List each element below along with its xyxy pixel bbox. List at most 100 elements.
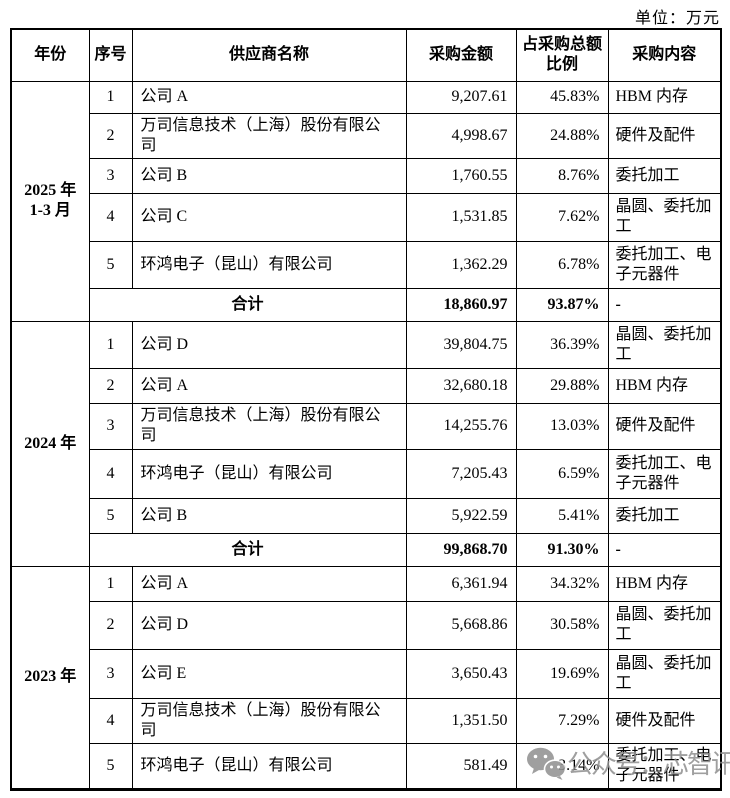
supplier-name: 万司信息技术（上海）股份有限公司	[131, 112, 407, 159]
purchase-content: HBM 内存	[607, 80, 722, 114]
row-no: 4	[88, 192, 133, 242]
purchase-amount: 5,922.59	[405, 497, 517, 534]
purchase-amount: 3,650.43	[405, 648, 517, 699]
purchase-amount: 14,255.76	[405, 402, 517, 450]
table-row: 5 环鸿电子（昆山）有限公司 581.49 3.14% 委托加工、电子元器件	[11, 742, 722, 790]
supplier-name: 公司 C	[131, 192, 407, 242]
purchase-content: 委托加工、电子元器件	[607, 448, 722, 499]
year-line: 2023 年	[24, 668, 77, 685]
year-line: 2024 年	[24, 434, 77, 452]
purchase-amount: 7,205.43	[405, 448, 517, 499]
row-no: 5	[88, 497, 133, 534]
purchase-ratio: 7.62%	[515, 192, 609, 242]
purchase-amount: 4,998.67	[405, 112, 517, 159]
row-no: 1	[88, 565, 133, 602]
purchase-ratio: 8.76%	[515, 157, 609, 194]
row-no: 2	[88, 367, 133, 404]
total-amount: 18,860.97	[405, 287, 517, 322]
purchase-amount: 581.49	[405, 742, 517, 790]
purchase-amount: 32,680.18	[405, 367, 517, 404]
supplier-name: 环鸿电子（昆山）有限公司	[131, 448, 407, 499]
year-cell: 2024 年	[10, 320, 90, 567]
supplier-name: 公司 D	[131, 320, 407, 369]
header-cell-4: 占采购总额比例	[515, 28, 609, 82]
header-cell-1: 序号	[88, 28, 133, 82]
row-no: 2	[88, 600, 133, 650]
supplier-name: 环鸿电子（昆山）有限公司	[131, 240, 407, 289]
header-cell-5: 采购内容	[607, 28, 722, 82]
purchase-ratio: 5.41%	[515, 497, 609, 534]
supplier-name: 公司 D	[131, 600, 407, 650]
total-row: 合计 99,868.70 91.30% -	[11, 532, 722, 567]
header-cell-2: 供应商名称	[131, 28, 407, 82]
table-row: 4 环鸿电子（昆山）有限公司 7,205.43 6.59% 委托加工、电子元器件	[11, 448, 722, 499]
total-label: 合计	[88, 287, 407, 322]
purchase-ratio: 13.03%	[515, 402, 609, 450]
purchase-content: HBM 内存	[607, 565, 722, 602]
purchase-ratio: 24.88%	[515, 112, 609, 159]
table-row: 3 公司 B 1,760.55 8.76% 委托加工	[11, 157, 722, 194]
total-amount: 99,868.70	[405, 532, 517, 567]
table-row: 4 万司信息技术（上海）股份有限公司 1,351.50 7.29% 硬件及配件	[11, 697, 722, 744]
purchase-ratio: 19.69%	[515, 648, 609, 699]
row-no: 5	[88, 240, 133, 289]
table-body: 2025 年 1-3 月 1 公司 A 9,207.61 45.83% HBM 内存 2 万司信…	[10, 80, 722, 790]
supplier-name: 公司 A	[131, 565, 407, 602]
purchase-amount: 1,531.85	[405, 192, 517, 242]
table-header: 年份 序号 供应商名称 采购金额 占采购总额比例 采购内容	[10, 28, 722, 82]
purchase-content: 委托加工	[607, 157, 722, 194]
purchase-content: 委托加工	[607, 497, 722, 534]
purchase-ratio: 7.29%	[515, 697, 609, 744]
suppliers-table: 年份 序号 供应商名称 采购金额 占采购总额比例 采购内容 2025 年 1-3 月 1 公司 …	[10, 28, 722, 791]
table-row: 3 公司 E 3,650.43 19.69% 晶圆、委托加工	[11, 648, 722, 699]
total-row: 合计 18,860.97 93.87% -	[11, 287, 722, 322]
purchase-content: 硬件及配件	[607, 697, 722, 744]
purchase-amount: 6,361.94	[405, 565, 517, 602]
table-row: 4 公司 C 1,531.85 7.62% 晶圆、委托加工	[11, 192, 722, 242]
table-row: 2024 年 1 公司 D 39,804.75 36.39% 晶圆、委托加工	[10, 320, 722, 567]
purchase-ratio: 29.88%	[515, 367, 609, 404]
total-ratio: 93.87%	[515, 287, 609, 322]
supplier-name: 公司 E	[131, 648, 407, 699]
purchase-amount: 9,207.61	[405, 80, 517, 114]
table-row: 2 万司信息技术（上海）股份有限公司 4,998.67 24.88% 硬件及配件	[11, 112, 722, 159]
purchase-content: 硬件及配件	[607, 402, 722, 450]
purchase-content: 晶圆、委托加工	[607, 600, 722, 650]
total-content: -	[607, 532, 722, 567]
header-cell-3: 采购金额	[405, 28, 517, 82]
purchase-content: 晶圆、委托加工	[607, 648, 722, 699]
total-label: 合计	[88, 532, 407, 567]
table-row: 2 公司 D 5,668.86 30.58% 晶圆、委托加工	[11, 600, 722, 650]
row-no: 4	[88, 697, 133, 744]
year-line: 2025 年	[24, 182, 77, 199]
row-no: 2	[88, 112, 133, 159]
purchase-ratio: 3.14%	[515, 742, 609, 790]
header-row: 年份 序号 供应商名称 采购金额 占采购总额比例 采购内容	[10, 28, 722, 82]
purchase-ratio: 34.32%	[515, 565, 609, 602]
year-line: 1-3 月	[29, 202, 71, 219]
table-row: 2025 年 1-3 月 1 公司 A 9,207.61 45.83% HBM 内存	[10, 80, 722, 322]
purchase-amount: 1,351.50	[405, 697, 517, 744]
unit-label: 单位：万元	[634, 10, 720, 27]
table-row: 3 万司信息技术（上海）股份有限公司 14,255.76 13.03% 硬件及配件	[11, 402, 722, 450]
purchase-content: 硬件及配件	[607, 112, 722, 159]
year-cell: 2025 年 1-3 月	[10, 80, 90, 322]
table-row: 2 公司 A 32,680.18 29.88% HBM 内存	[11, 367, 722, 404]
supplier-name: 万司信息技术（上海）股份有限公司	[131, 697, 407, 744]
supplier-name: 公司 B	[131, 157, 407, 194]
purchase-content: 晶圆、委托加工	[607, 192, 722, 242]
purchase-ratio: 6.78%	[515, 240, 609, 289]
purchase-content: 委托加工、电子元器件	[607, 742, 722, 790]
header-cell-0: 年份	[10, 28, 90, 82]
row-no: 3	[88, 157, 133, 194]
purchase-ratio: 6.59%	[515, 448, 609, 499]
purchase-content: 晶圆、委托加工	[607, 320, 722, 369]
row-no: 1	[88, 80, 133, 114]
row-no: 5	[88, 742, 133, 790]
table-row: 5 公司 B 5,922.59 5.41% 委托加工	[11, 497, 722, 534]
purchase-amount: 39,804.75	[405, 320, 517, 369]
purchase-ratio: 45.83%	[515, 80, 609, 114]
total-ratio: 91.30%	[515, 532, 609, 567]
supplier-name: 公司 A	[131, 367, 407, 404]
